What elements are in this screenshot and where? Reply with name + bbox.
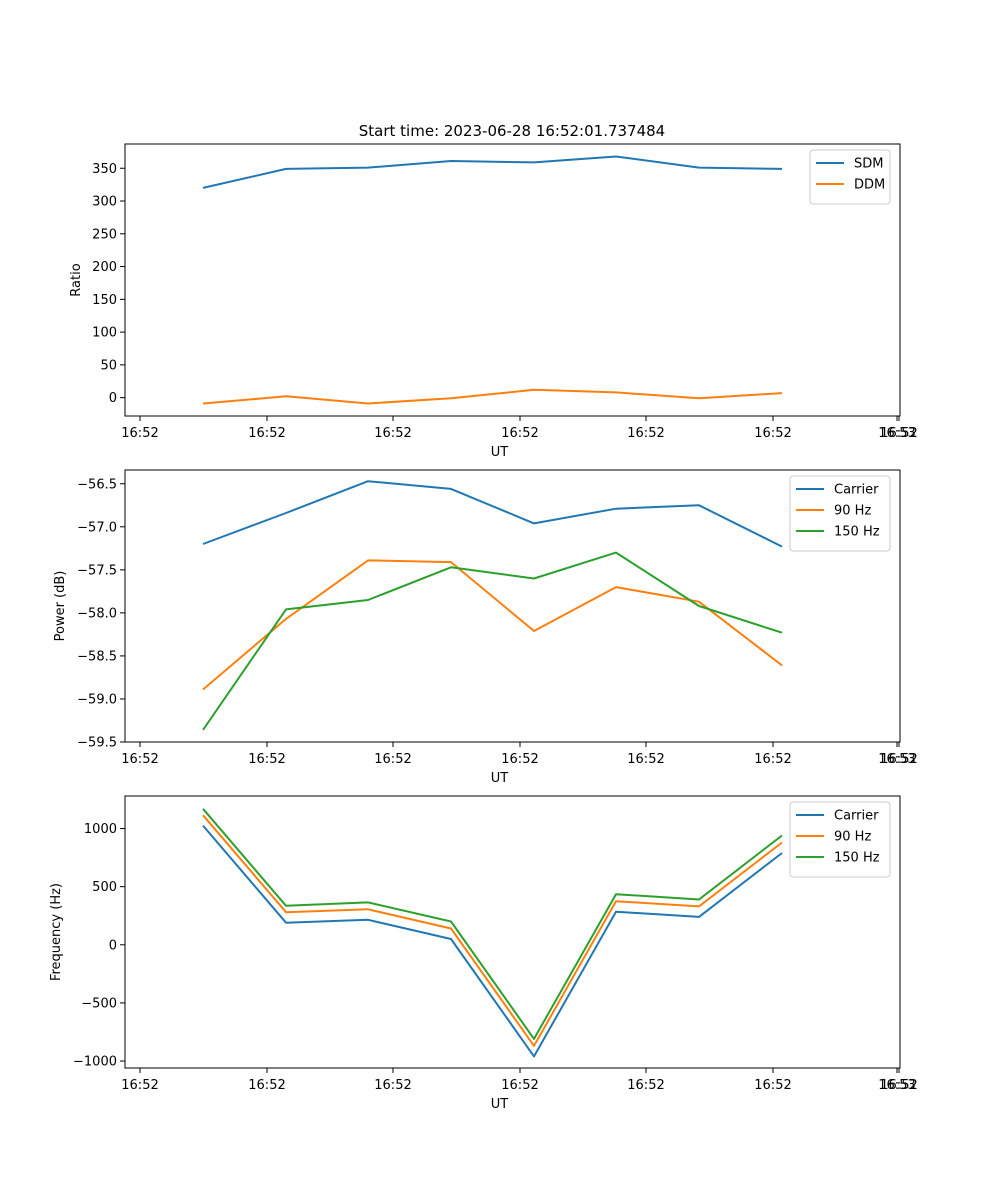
x-tick-label: 16:52 — [627, 752, 664, 767]
y-tick-label: 300 — [92, 195, 117, 210]
x-tick-label: 16:52 — [880, 426, 917, 441]
legend-label: 150 Hz — [834, 525, 880, 540]
y-tick-label: −58.0 — [77, 606, 117, 621]
x-tick-label: 16:52 — [501, 426, 538, 441]
series-line-carrier — [202, 824, 783, 1058]
y-tick-label: 250 — [92, 227, 117, 242]
chart-2: 16:52 16:52 16:52 16:52 16:52 16:52 16:5216:53… — [53, 469, 918, 786]
legend-label: SDM — [854, 157, 883, 172]
legend: Carrier 90 Hz 150 Hz — [789, 475, 891, 552]
x-tick-label: 16:52 — [374, 426, 411, 441]
x-tick-label: 16:52 — [880, 752, 917, 767]
x-tick-label: 16:52 — [754, 752, 791, 767]
legend-label: Carrier — [834, 809, 879, 824]
x-tick-label: 16:52 — [121, 1078, 158, 1093]
x-tick-label: 16:52 — [501, 752, 538, 767]
x-axis-label: UT — [491, 445, 509, 460]
x-tick-label: 16:52 — [754, 1078, 791, 1093]
chart-3: 16:52 16:52 16:52 16:52 16:52 16:52 16:5216:53… — [49, 795, 918, 1112]
legend-label: Carrier — [834, 483, 879, 498]
x-tick-label: 16:52 — [374, 752, 411, 767]
y-tick-label: −56.5 — [77, 477, 117, 492]
x-tick-label: 16:53 — [878, 1078, 915, 1093]
legend-frame — [789, 475, 891, 552]
x-axis-label: UT — [491, 1097, 509, 1112]
series-line-sdm — [202, 155, 783, 189]
legend-label: DDM — [854, 178, 885, 193]
legend-label: 90 Hz — [834, 504, 871, 519]
legend: SDM DDM — [809, 149, 891, 205]
x-tick-label: 16:52 — [248, 426, 285, 441]
y-axis-label: Frequency (Hz) — [49, 883, 64, 981]
y-tick-label: 350 — [92, 162, 117, 177]
y-tick-label: 500 — [92, 880, 117, 895]
legend-label: 150 Hz — [834, 851, 880, 866]
x-tick-label: 16:52 — [627, 426, 664, 441]
x-tick-label: 16:53 — [878, 426, 915, 441]
series-line-carrier — [202, 480, 783, 548]
y-tick-label: 150 — [92, 293, 117, 308]
legend: Carrier 90 Hz 150 Hz — [789, 801, 891, 878]
x-tick-label: 16:52 — [121, 752, 158, 767]
y-tick-label: −57.0 — [77, 520, 117, 535]
x-tick-label: 16:52 — [501, 1078, 538, 1093]
legend-frame — [789, 801, 891, 878]
legend-label: 90 Hz — [834, 830, 871, 845]
y-tick-label: −59.5 — [77, 736, 117, 751]
y-tick-label: 50 — [100, 358, 117, 373]
y-tick-label: 200 — [92, 260, 117, 275]
y-tick-label: −500 — [81, 996, 117, 1011]
y-tick-label: 100 — [92, 326, 117, 341]
y-axis-label: Ratio — [69, 263, 84, 296]
x-tick-label: 16:53 — [878, 752, 915, 767]
x-tick-label: 16:52 — [880, 1078, 917, 1093]
figure-title: Start time: 2023-06-28 16:52:01.737484 — [359, 122, 665, 140]
y-tick-label: −58.5 — [77, 649, 117, 664]
chart-1: 16:52 16:52 16:52 16:52 16:52 16:52 16:5216:53… — [69, 143, 918, 460]
x-axis-label: UT — [491, 771, 509, 786]
y-tick-label: −59.0 — [77, 692, 117, 707]
x-tick-label: 16:52 — [374, 1078, 411, 1093]
series-line-90-hz — [202, 814, 783, 1047]
plot-area-frame — [124, 795, 901, 1069]
plot-area-frame — [124, 143, 901, 417]
x-tick-label: 16:52 — [627, 1078, 664, 1093]
series-line-ddm — [202, 388, 783, 405]
x-tick-label: 16:52 — [248, 752, 285, 767]
series-line-90-hz — [202, 559, 783, 691]
plot-area-frame — [124, 469, 901, 743]
y-tick-label: 0 — [109, 391, 117, 406]
x-tick-label: 16:52 — [248, 1078, 285, 1093]
series-line-150-hz — [202, 551, 783, 731]
x-tick-label: 16:52 — [754, 426, 791, 441]
series-line-150-hz — [202, 808, 783, 1040]
y-tick-label: 1000 — [84, 822, 117, 837]
y-tick-label: −1000 — [73, 1055, 117, 1070]
y-tick-label: −57.5 — [77, 563, 117, 578]
charts: 16:52 16:52 16:52 16:52 16:52 16:52 16:5216:53… — [49, 143, 918, 1112]
x-tick-label: 16:52 — [121, 426, 158, 441]
y-tick-label: 0 — [109, 938, 117, 953]
y-axis-label: Power (dB) — [53, 571, 68, 642]
